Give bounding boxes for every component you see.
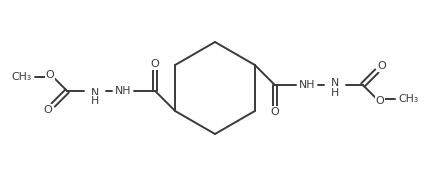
Text: O: O [46,70,55,80]
Text: N: N [331,78,339,88]
Text: CH₃: CH₃ [399,94,419,104]
Text: H: H [331,88,339,98]
Text: O: O [378,61,386,71]
Text: NH: NH [115,86,132,96]
Text: H: H [91,96,99,106]
Text: O: O [270,107,279,117]
Text: O: O [44,105,52,115]
Text: NH: NH [298,80,315,90]
Text: CH₃: CH₃ [11,72,31,82]
Text: N: N [91,88,99,98]
Text: O: O [151,59,160,69]
Text: O: O [375,96,384,106]
